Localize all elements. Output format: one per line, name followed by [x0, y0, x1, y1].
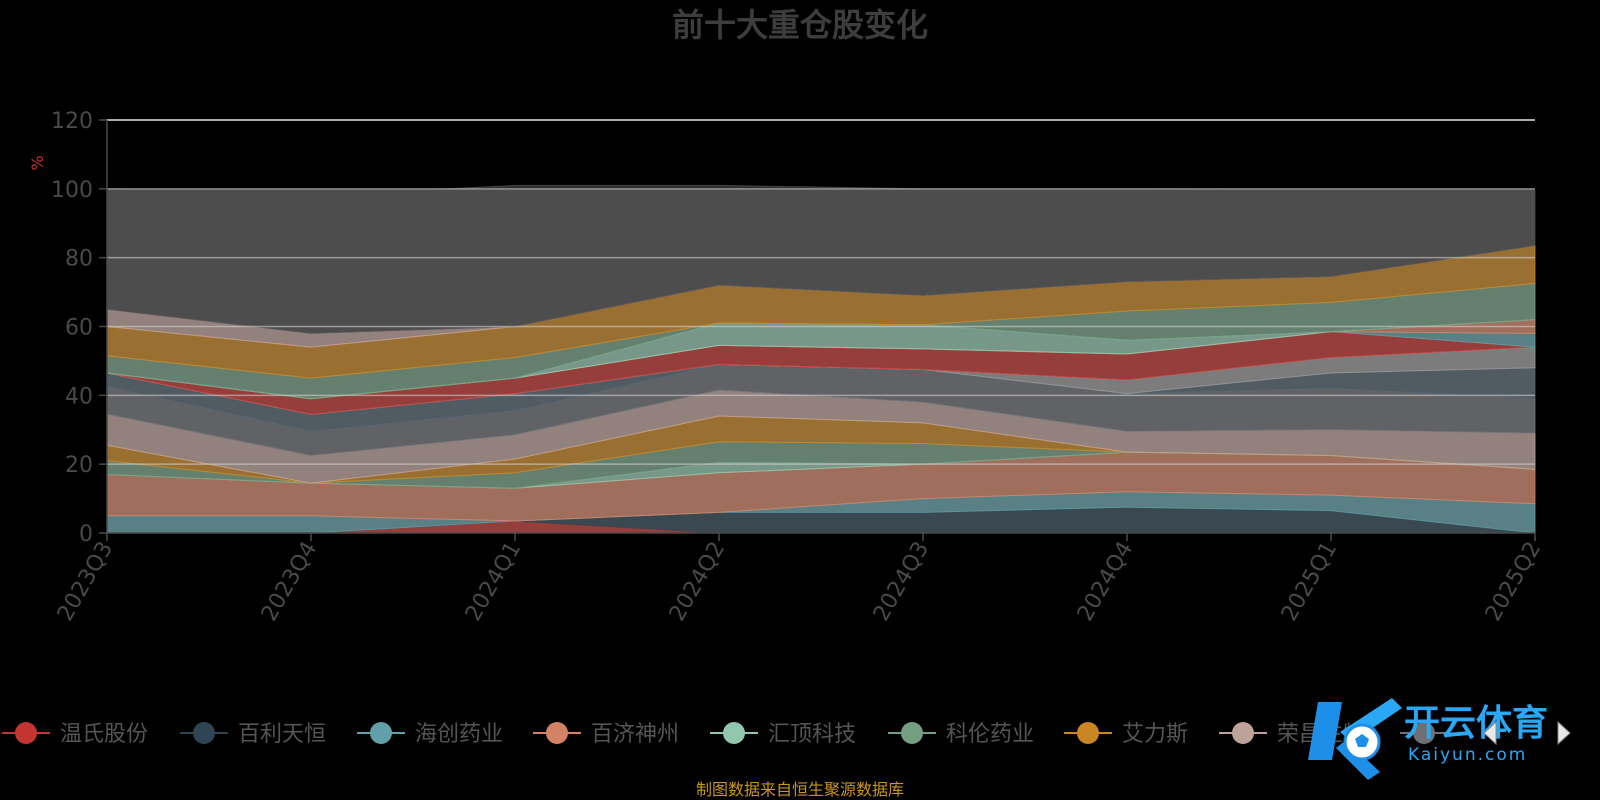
y-tick-label: 20: [65, 453, 93, 478]
x-tick-label: 2023Q4: [257, 538, 322, 626]
y-tick-label: 80: [65, 247, 93, 272]
legend-label: 海创药业: [415, 722, 503, 747]
y-tick-label: 40: [65, 384, 93, 409]
legend-marker-icon: [193, 722, 215, 744]
y-axis-unit-label: %: [28, 155, 47, 170]
legend-marker-icon: [546, 722, 568, 744]
legend-marker-icon: [1232, 722, 1254, 744]
x-tick-label: 2025Q2: [1481, 538, 1546, 626]
legend-item[interactable]: 百济神州: [533, 722, 679, 747]
x-tick-label: 2024Q4: [1073, 538, 1138, 626]
y-tick-label: 60: [65, 316, 93, 341]
x-tick-label: 2023Q3: [53, 538, 118, 626]
watermark-brand-en: Kaiyun.com: [1408, 745, 1527, 765]
source-note: 制图数据来自恒生聚源数据库: [696, 780, 904, 799]
chart-title: 前十大重仓股变化: [672, 6, 928, 44]
legend-label: 百利天恒: [238, 722, 326, 747]
legend-pager[interactable]: [1483, 720, 1571, 746]
x-tick-label: 2025Q1: [1277, 538, 1342, 626]
x-tick-label: 2024Q1: [461, 538, 526, 626]
legend-label: 百济神州: [591, 722, 679, 747]
legend-item[interactable]: 汇顶科技: [710, 722, 856, 747]
legend-marker-icon: [370, 722, 392, 744]
area-series-19: [106, 184, 1536, 334]
legend-next-arrow-icon: [1557, 720, 1571, 746]
legend-marker-icon: [15, 722, 37, 744]
legend-label: 艾力斯: [1122, 722, 1188, 747]
legend-marker-icon: [901, 722, 923, 744]
y-tick-label: 120: [51, 109, 93, 134]
legend-item[interactable]: 海创药业: [357, 722, 503, 747]
x-axis-ticks: 2023Q3 2023Q4 2024Q1 2024Q2 2024Q3 2024Q4 2025…: [53, 533, 1546, 626]
legend-marker-icon: [1077, 722, 1099, 744]
x-tick-label: 2024Q3: [869, 538, 934, 626]
legend-label: 科伦药业: [946, 722, 1034, 747]
ball-icon-patch: [1355, 734, 1369, 747]
legend-prev-arrow-icon: [1483, 720, 1497, 746]
area-series-group: [106, 184, 1536, 534]
legend-marker-icon: [723, 722, 745, 744]
legend-item[interactable]: [1400, 722, 1448, 744]
legend-label: 汇顶科技: [768, 722, 856, 747]
legend[interactable]: 温氏股份百利天恒海创药业百济神州汇顶科技科伦药业艾力斯荣昌生物: [2, 722, 1448, 747]
legend-item[interactable]: 温氏股份: [2, 722, 148, 747]
watermark-logo: 开云体育 Kaiyun.com: [1308, 698, 1548, 780]
legend-item[interactable]: 百利天恒: [180, 722, 326, 747]
x-tick-label: 2024Q2: [665, 538, 730, 626]
watermark-brand-cn: 开云体育: [1404, 703, 1548, 744]
legend-marker-icon: [1413, 722, 1435, 744]
legend-item[interactable]: 艾力斯: [1064, 722, 1188, 747]
watermark-k-shape: [1308, 702, 1342, 760]
y-axis-ticks: 0 20 40 60 80 100 120: [51, 109, 107, 547]
gridlines: [107, 119, 1535, 465]
y-tick-label: 100: [51, 178, 93, 203]
legend-label: 温氏股份: [60, 722, 148, 747]
y-tick-label: 0: [79, 522, 93, 547]
legend-item[interactable]: 科伦药业: [888, 722, 1034, 747]
